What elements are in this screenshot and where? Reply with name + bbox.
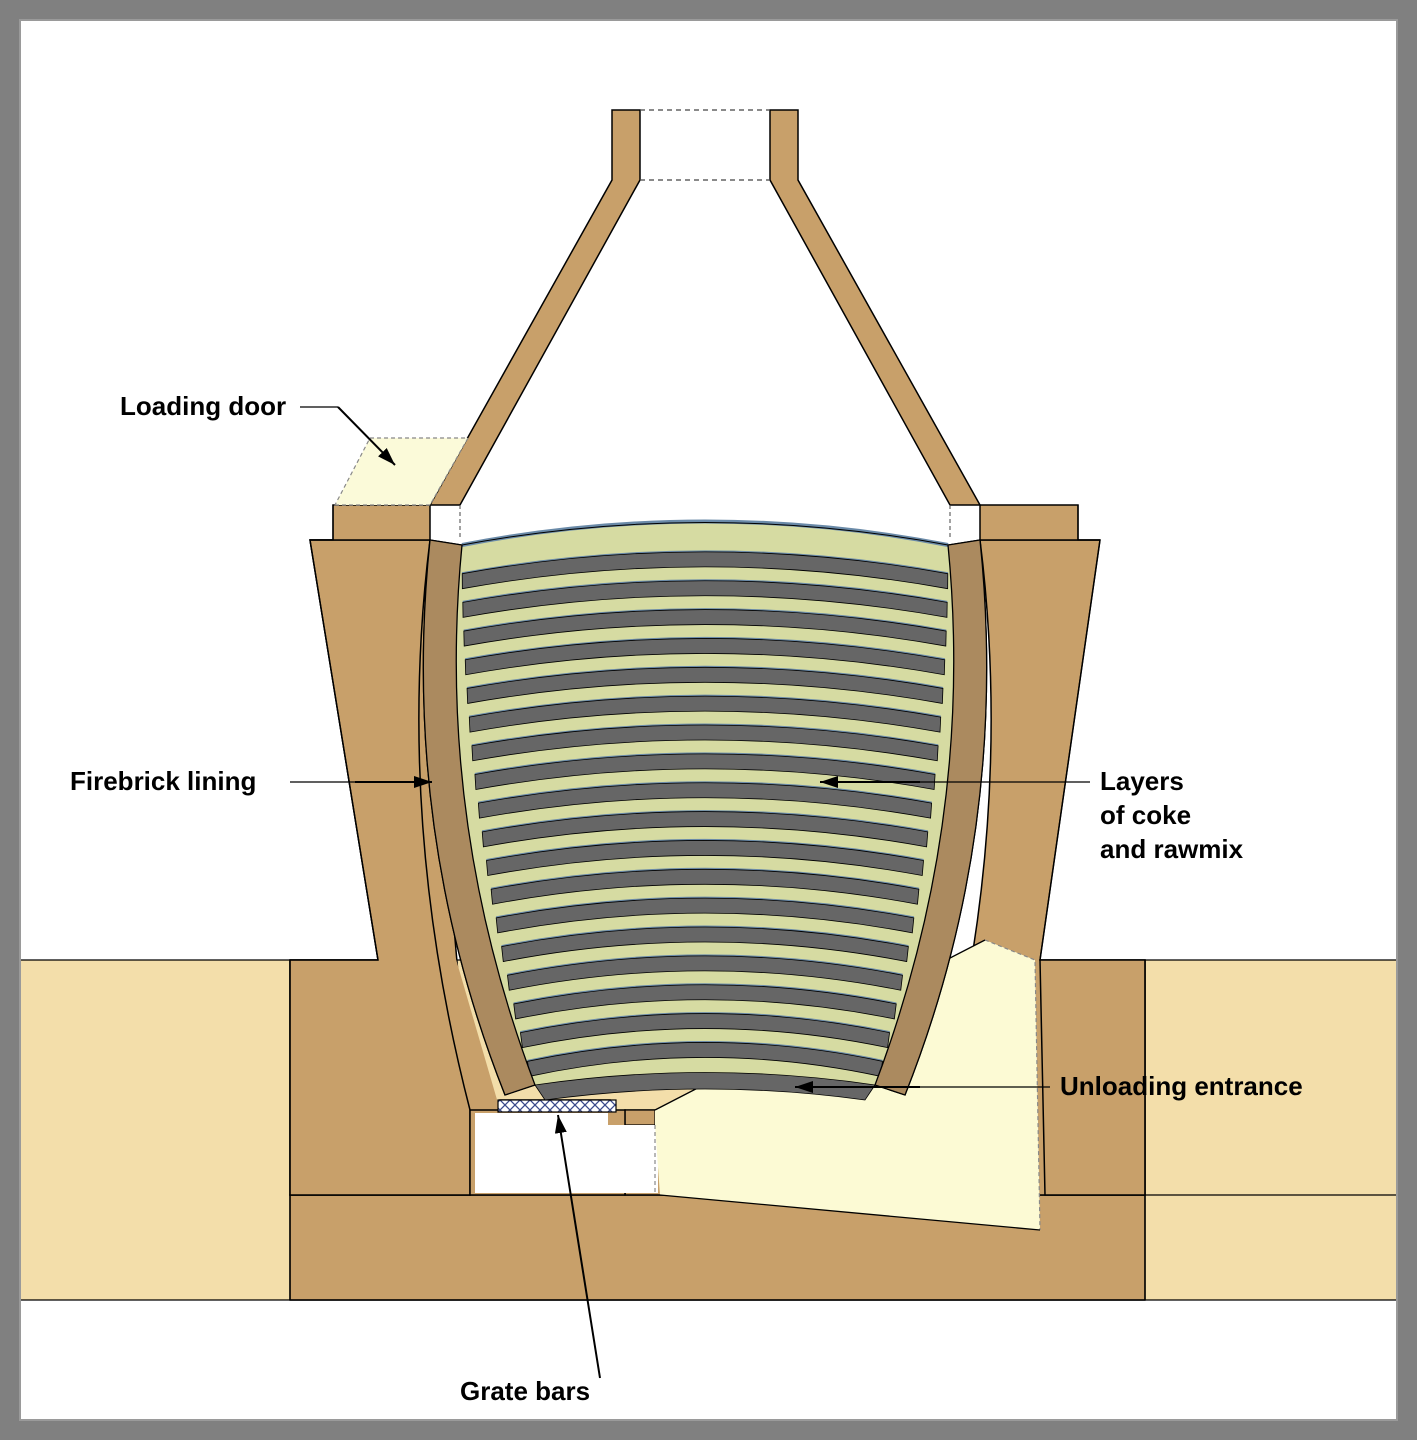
label-layers-1: Layers — [1100, 766, 1184, 796]
label-layers-3: and rawmix — [1100, 834, 1244, 864]
layers-group — [456, 522, 953, 1101]
grate-bars — [498, 1100, 616, 1112]
label-layers-2: of coke — [1100, 800, 1191, 830]
label-firebrick: Firebrick lining — [70, 766, 256, 796]
label-loading-door: Loading door — [120, 391, 286, 421]
label-grate: Grate bars — [460, 1376, 590, 1406]
label-unloading: Unloading entrance — [1060, 1071, 1303, 1101]
kiln-diagram: Loading door Firebrick lining Layers of cok… — [0, 0, 1417, 1440]
